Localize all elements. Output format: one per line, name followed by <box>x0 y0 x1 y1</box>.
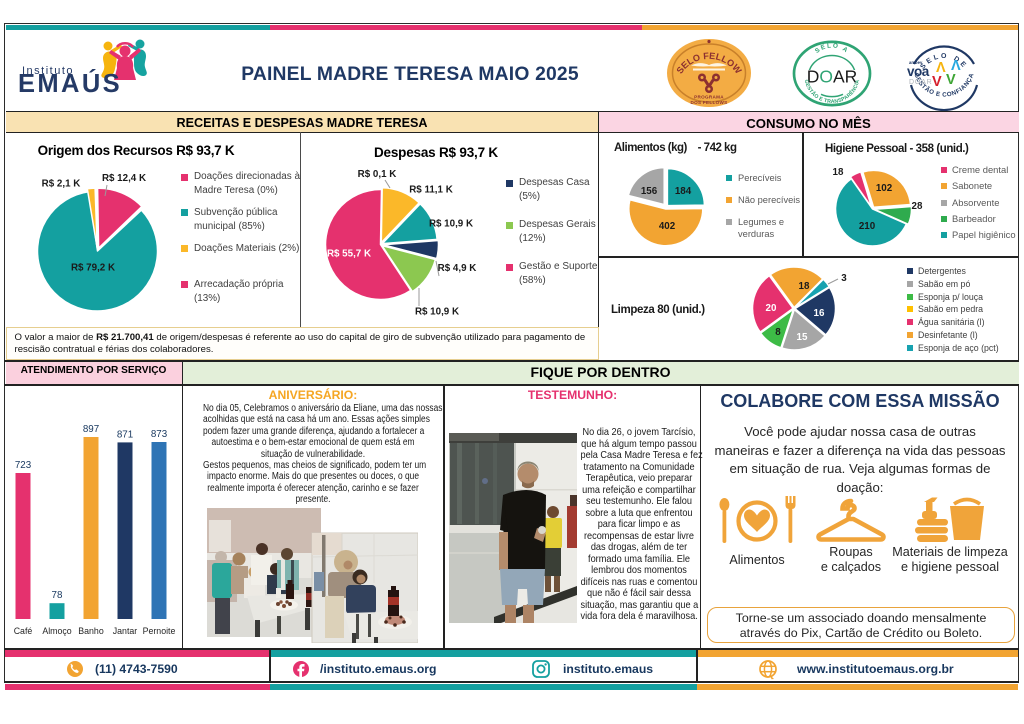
svg-text:DOAR: DOAR <box>807 67 858 87</box>
svg-text:ambev: ambev <box>909 60 923 65</box>
svg-text:Almoço: Almoço <box>42 626 71 636</box>
svg-text:V: V <box>932 74 942 90</box>
svg-text:R$ 4,9 K: R$ 4,9 K <box>438 263 477 274</box>
svg-text:Banho: Banho <box>78 626 104 636</box>
svg-text:102: 102 <box>876 183 893 194</box>
svg-text:897: 897 <box>83 424 99 435</box>
svg-text:20: 20 <box>766 303 777 314</box>
svg-text:78: 78 <box>52 590 63 601</box>
svg-text:8: 8 <box>775 327 781 338</box>
svg-text:15: 15 <box>797 332 808 343</box>
svg-text:R$ 10,9 K: R$ 10,9 K <box>429 219 473 230</box>
svg-text:voa: voa <box>907 64 930 79</box>
svg-text:Jantar: Jantar <box>113 626 138 636</box>
svg-text:Λ: Λ <box>936 60 946 76</box>
svg-text:www.institutoemaus.org.br: www.institutoemaus.org.br <box>796 662 954 676</box>
svg-text:DOS FELLOWS: DOS FELLOWS <box>691 100 728 105</box>
svg-text:instituto.emaus: instituto.emaus <box>563 662 653 676</box>
svg-text:DOAR: DOAR <box>909 79 932 86</box>
svg-text:R$ 79,2 K: R$ 79,2 K <box>71 263 115 274</box>
svg-text:871: 871 <box>117 430 133 441</box>
svg-text:18: 18 <box>799 281 810 292</box>
svg-text:210: 210 <box>859 221 876 232</box>
svg-text:Λ: Λ <box>951 58 961 74</box>
svg-text:723: 723 <box>15 460 32 471</box>
svg-text:R$ 55,7 K: R$ 55,7 K <box>327 249 371 260</box>
svg-text:R$ 10,9 K: R$ 10,9 K <box>415 307 459 318</box>
svg-text:(11) 4743-7590: (11) 4743-7590 <box>95 662 178 676</box>
svg-text:R$ 12,4 K: R$ 12,4 K <box>102 173 146 184</box>
svg-text:184: 184 <box>675 186 692 197</box>
svg-text:Instituto: Instituto <box>22 65 74 77</box>
svg-text:18: 18 <box>833 167 844 178</box>
svg-text:28: 28 <box>912 201 923 212</box>
svg-text:R$ 11,1 K: R$ 11,1 K <box>409 185 453 196</box>
svg-text:873: 873 <box>151 429 168 440</box>
svg-text:Café: Café <box>14 626 33 636</box>
svg-text:/instituto.emaus.org: /instituto.emaus.org <box>320 662 436 676</box>
svg-text:R$ 0,1 K: R$ 0,1 K <box>358 169 397 180</box>
svg-text:16: 16 <box>814 308 825 319</box>
svg-text:402: 402 <box>659 221 676 232</box>
svg-text:V: V <box>946 72 956 88</box>
svg-text:EMAÚS: EMAÚS <box>18 68 122 96</box>
svg-text:156: 156 <box>641 186 658 197</box>
svg-text:R$ 2,1 K: R$ 2,1 K <box>42 179 81 190</box>
svg-text:Pernoite: Pernoite <box>143 626 176 636</box>
svg-text:3: 3 <box>841 273 847 284</box>
svg-text:PROGRAMA: PROGRAMA <box>694 95 724 100</box>
